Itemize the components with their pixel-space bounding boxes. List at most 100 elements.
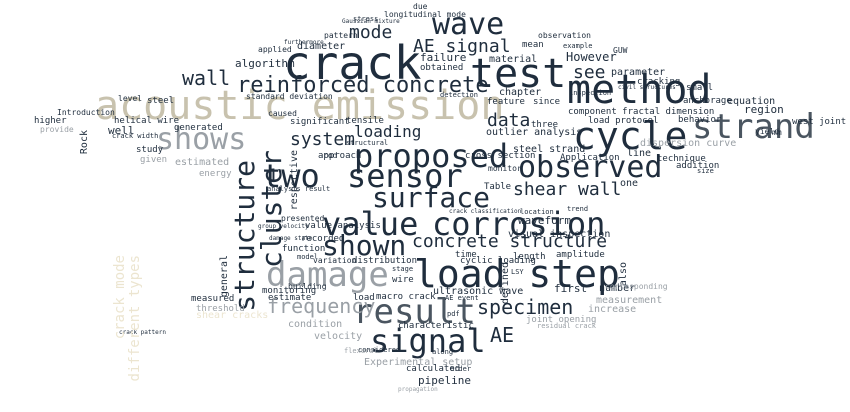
word-value-analysis: value analysis <box>305 221 381 231</box>
word-applied: applied <box>258 45 292 54</box>
word-however: However <box>566 50 617 64</box>
word-load-protocol: load protocol <box>588 116 659 126</box>
word-detection: detection <box>440 91 478 99</box>
word-outlier-analysis: outlier analysis <box>486 127 583 138</box>
word-increase: increase <box>588 304 637 315</box>
word-sensor: sensor <box>347 157 463 195</box>
word-amplitude: amplitude <box>556 250 605 260</box>
word-dispersion-curve: dispersion curve <box>640 138 737 149</box>
word-acoustic-emission: acoustic emission <box>95 83 505 129</box>
word-lsy: LSY <box>511 268 524 276</box>
word-tensile: tensile <box>346 116 384 126</box>
word-civil-structures: civil structures <box>618 84 676 91</box>
word-size: size <box>697 167 714 175</box>
word-standard-deviation: standard deviation <box>246 92 333 101</box>
word-gaussian-mixture: Gaussian mixture <box>342 18 400 25</box>
word-macro-crack: macro crack <box>376 292 436 302</box>
word-waveform: waveform <box>518 214 571 227</box>
word-specimen: specimen <box>477 295 574 319</box>
word-one: one <box>620 178 639 189</box>
word-table: Table <box>484 182 512 192</box>
word-monitoring: monitoring <box>262 286 317 296</box>
word-joint-opening: joint opening <box>526 315 597 325</box>
word-surface: surface <box>372 181 491 214</box>
word-provide: provide <box>40 125 74 134</box>
word-well: well <box>108 124 135 137</box>
word-monitor: monitor <box>488 164 522 173</box>
word-component-fractal-dimension: component fractal dimension <box>568 107 715 117</box>
word-distribution: distribution <box>352 256 418 266</box>
word-stage: stage <box>392 265 414 273</box>
word-frequency: frequency <box>267 294 376 318</box>
word-rod: rod <box>323 151 338 160</box>
word-crack-width: crack width <box>112 132 159 140</box>
word-three: three <box>531 120 559 130</box>
word-level: level <box>118 94 143 103</box>
word-defined: defined <box>500 262 511 305</box>
word-inspection: inspection <box>569 89 612 97</box>
word-damage: damage <box>266 255 389 295</box>
word-higher: higher <box>34 116 67 126</box>
word-proposed: proposed <box>354 137 509 175</box>
word-since: since <box>533 97 561 107</box>
word-corrosion: corrosion <box>432 205 606 243</box>
word-ae-event: AE event <box>445 294 479 302</box>
word-shown: shown <box>322 229 407 262</box>
word-ultrasonic-wave: ultrasonic wave <box>433 286 524 297</box>
word-recorded: recorded <box>301 234 345 244</box>
word-given: given <box>140 155 168 165</box>
word-shows: shows <box>156 122 247 157</box>
word-measured: measured <box>191 294 235 304</box>
word-stress: stress <box>353 15 379 23</box>
word-experimental-setup: Experimental setup <box>364 357 473 368</box>
word-value: value <box>322 205 419 243</box>
word-mm: mm <box>772 128 782 137</box>
word-result: result <box>353 292 476 332</box>
word-cyclic-loading: cyclic loading <box>460 256 536 266</box>
word-cycle: cycle <box>573 114 688 158</box>
word-furthermore: furthermore <box>284 39 324 46</box>
word-line: line <box>627 148 652 159</box>
word-threshold: threshold <box>196 304 245 314</box>
word-ae-signal: AE signal <box>413 36 511 57</box>
word-building: building <box>288 282 327 291</box>
word-crack-pattern: crack pattern <box>119 329 166 336</box>
word-loading: loading <box>354 122 422 141</box>
word-wall: wall <box>182 66 231 90</box>
word-guw: GUW <box>613 46 628 55</box>
word-method: method <box>567 67 712 113</box>
word-characteristic: characteristic <box>398 321 474 331</box>
word-application: Application <box>560 153 620 163</box>
word-mode: mode <box>349 22 393 43</box>
word-concrete-structure: concrete structure <box>412 231 608 252</box>
word-variation: variation <box>313 256 357 265</box>
word-number: number <box>599 283 636 294</box>
word-along: along <box>432 348 454 356</box>
word-analysis-result: analysis result <box>267 185 331 193</box>
word-wave: wave <box>432 7 505 42</box>
word-shear-cracks: shear cracks <box>196 310 269 321</box>
word-two: two <box>262 157 320 195</box>
word-visual-inspection: visual inspection <box>508 229 611 240</box>
word-time: time <box>455 250 477 260</box>
word-diameter: diameter <box>297 41 346 52</box>
word-crack-mode: crack mode <box>112 255 128 340</box>
word-feature: feature <box>487 97 525 107</box>
word-anchorage: anchorage <box>683 96 732 106</box>
word-rock: Rock <box>79 130 90 155</box>
word-condition: condition <box>288 319 343 330</box>
word-length: length <box>513 252 546 262</box>
word-generated: generated <box>174 123 223 133</box>
word-trend: trend <box>567 205 589 213</box>
word-algorithm: algorithm <box>235 57 295 70</box>
word-data: data <box>487 110 531 131</box>
word-estimated: estimated <box>175 157 230 168</box>
word-longitudinal-mode: longitudinal mode <box>384 10 466 19</box>
word-residual-crack: residual crack <box>537 322 597 330</box>
word-due: due <box>413 2 428 11</box>
word-yield: yield <box>755 127 780 136</box>
word-steel-strand: steel strand <box>513 144 586 155</box>
word-order: order <box>450 365 472 373</box>
word-observation: observation <box>538 31 591 40</box>
word-load-step: load step <box>414 252 620 296</box>
